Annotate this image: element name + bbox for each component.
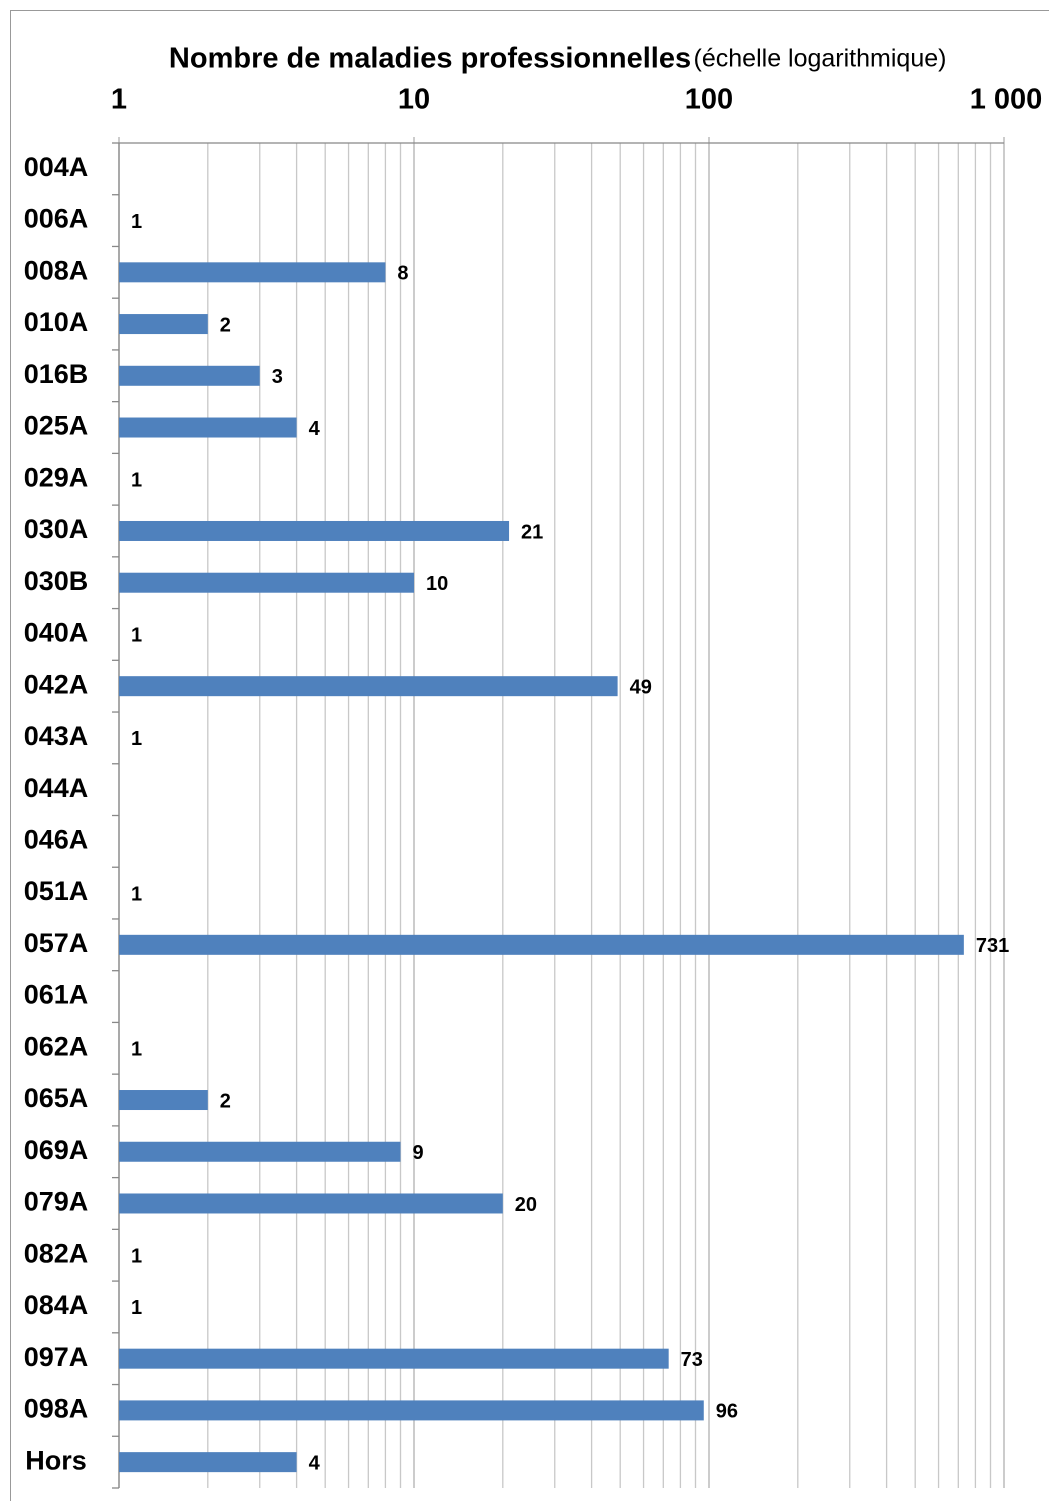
value-label: 73	[681, 1349, 703, 1371]
y-tick-label: 057A	[24, 928, 89, 958]
value-label: 1	[131, 1297, 142, 1319]
y-tick-label: 043A	[24, 721, 89, 751]
value-label: 9	[413, 1142, 424, 1164]
value-label: 21	[521, 521, 543, 543]
bar	[119, 520, 510, 541]
chart-border	[10, 10, 1049, 1501]
bar	[119, 314, 208, 335]
y-tick-label: 084A	[24, 1290, 89, 1320]
value-label: 1	[131, 470, 142, 492]
value-label: 1	[131, 625, 142, 647]
bar	[119, 676, 618, 697]
value-label: 8	[397, 263, 408, 285]
chart-subtitle: (échelle logarithmique)	[694, 45, 947, 73]
value-label: 2	[220, 314, 231, 336]
bar	[119, 1141, 401, 1162]
y-tick-label: 046A	[24, 824, 89, 854]
value-label: 1	[131, 1245, 142, 1267]
y-tick-label: 082A	[24, 1238, 89, 1268]
value-label: 49	[630, 676, 652, 698]
y-tick-label: 079A	[24, 1187, 89, 1217]
y-tick-label: 025A	[24, 411, 89, 441]
bar	[119, 572, 414, 593]
x-tick-label: 10	[398, 84, 430, 116]
y-tick-label: Hors	[25, 1445, 87, 1475]
y-tick-label: 098A	[24, 1394, 89, 1424]
y-tick-label: 004A	[24, 152, 89, 182]
value-label: 4	[309, 418, 321, 440]
y-tick-label: 062A	[24, 1031, 89, 1061]
y-tick-label: 008A	[24, 255, 89, 285]
value-label: 10	[426, 573, 448, 595]
y-tick-label: 029A	[24, 462, 89, 492]
bar	[119, 1400, 704, 1421]
bar	[119, 934, 964, 955]
bar	[119, 262, 386, 283]
bar	[119, 1452, 297, 1473]
x-tick-label: 1 000	[970, 84, 1043, 116]
y-tick-label: 069A	[24, 1135, 89, 1165]
y-tick-label: 010A	[24, 307, 89, 337]
value-label: 3	[272, 366, 283, 388]
value-label: 4	[309, 1452, 321, 1474]
y-tick-label: 040A	[24, 618, 89, 648]
y-tick-label: 097A	[24, 1342, 89, 1372]
y-tick-label: 061A	[24, 980, 89, 1010]
y-tick-label: 042A	[24, 669, 89, 699]
bar	[119, 365, 260, 386]
value-label: 1	[131, 883, 142, 905]
bar	[119, 1090, 208, 1111]
y-tick-label: 016B	[24, 359, 89, 389]
x-tick-label: 100	[685, 84, 733, 116]
value-label: 2	[220, 1090, 231, 1112]
y-tick-label: 030B	[24, 566, 89, 596]
chart-title: Nombre de maladies professionnelles	[169, 43, 691, 75]
value-label: 20	[515, 1194, 537, 1216]
bar	[119, 417, 297, 438]
value-label: 1	[131, 1039, 142, 1061]
x-tick-label: 1	[111, 84, 127, 116]
y-tick-label: 006A	[24, 204, 89, 234]
value-label: 96	[716, 1401, 738, 1423]
y-tick-label: 051A	[24, 876, 89, 906]
bar	[119, 1348, 669, 1369]
value-label: 731	[976, 935, 1009, 957]
value-label: 1	[131, 728, 142, 750]
y-tick-label: 044A	[24, 773, 89, 803]
value-label: 1	[131, 211, 142, 233]
y-tick-label: 030A	[24, 514, 89, 544]
y-tick-label: 065A	[24, 1083, 89, 1113]
bar	[119, 1193, 503, 1214]
